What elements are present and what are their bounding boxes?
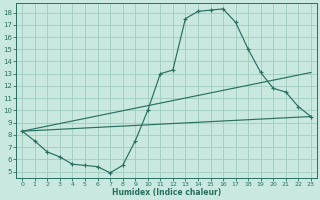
X-axis label: Humidex (Indice chaleur): Humidex (Indice chaleur) (112, 188, 221, 197)
